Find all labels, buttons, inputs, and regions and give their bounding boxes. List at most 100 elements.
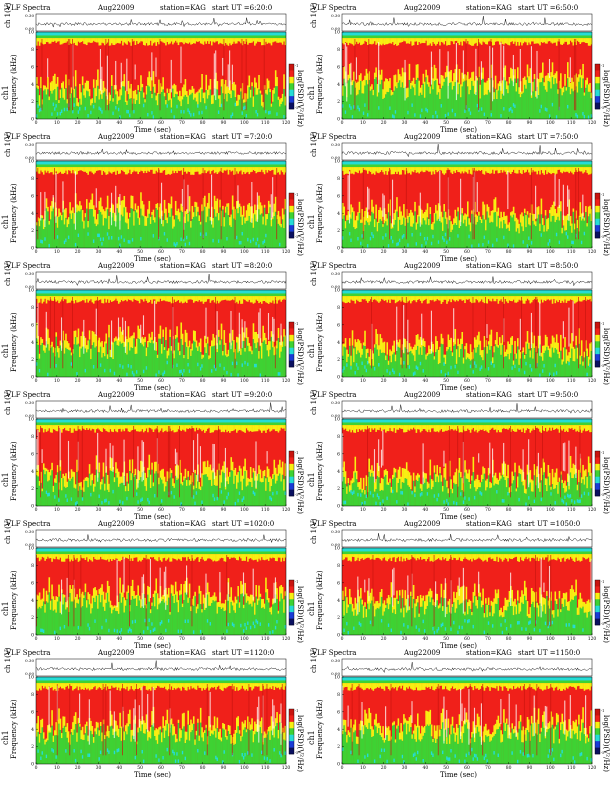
cell-low-green [260, 482, 262, 506]
x-tick-label: 70 [179, 507, 185, 513]
cell-low-yellow [352, 330, 354, 345]
colorbar-tick-label: -5 [601, 364, 604, 368]
cell-low-cyan [189, 369, 191, 372]
cell-upper-yellow [151, 167, 153, 170]
cell-upper-yellow [218, 38, 220, 44]
cell-upper-yellow [178, 38, 180, 45]
cell-low-green [125, 102, 127, 119]
cell-low-yellow [211, 95, 213, 104]
cell-white-streak [396, 307, 397, 351]
cell-upper-yellow [475, 167, 477, 170]
colorbar-segment [289, 193, 294, 200]
cell-low-yellow [445, 212, 447, 219]
cell-low-yellow [96, 80, 98, 96]
cell-upper-yellow [563, 38, 565, 44]
cell-low-cyan [240, 241, 242, 244]
cell-white-streak [500, 42, 501, 90]
cell-low-green [85, 349, 87, 377]
cell-low-green [493, 212, 495, 248]
cell-low-green [439, 99, 441, 119]
cell-upper-yellow [178, 167, 180, 171]
cell-upper-yellow [570, 38, 572, 41]
cell-low-green [396, 211, 398, 248]
colorbar-segment [595, 322, 600, 329]
cell-low-green [65, 348, 67, 377]
cell-low-yellow [495, 340, 497, 344]
cell-low-yellow [389, 78, 391, 88]
cell-low-green [432, 352, 434, 377]
cell-low-yellow [82, 210, 84, 221]
cell-upper-yellow [361, 296, 363, 299]
cell-low-cyan [367, 244, 369, 247]
colorbar-segment [289, 64, 294, 71]
cell-low-green [83, 229, 85, 248]
cell-low-green [525, 354, 527, 377]
cell-upper-yellow [221, 38, 223, 44]
cell-low-green [449, 220, 451, 248]
cell-upper-yellow [108, 296, 110, 303]
cell-low-yellow [121, 332, 123, 344]
cell-upper-yellow [353, 425, 355, 432]
cell-low-yellow [160, 203, 162, 218]
cell-low-green [51, 470, 53, 506]
cell-low-yellow [283, 214, 285, 228]
cell-low-green [268, 356, 270, 377]
cell-low-cyan [107, 232, 109, 235]
cell-low-green [79, 486, 81, 506]
cell-upper-yellow [450, 167, 452, 173]
cell-low-yellow [250, 206, 252, 222]
cell-low-green [149, 214, 151, 248]
cell-upper-yellow [403, 296, 405, 302]
cell-low-yellow [357, 339, 359, 350]
cell-upper-yellow [357, 38, 359, 44]
cell-upper-yellow [129, 296, 131, 300]
cell-low-green [349, 492, 351, 506]
band-top-cyan [36, 419, 286, 422]
cell-upper-yellow [187, 167, 189, 171]
cell-upper-yellow [348, 167, 350, 174]
cell-low-cyan [555, 364, 557, 367]
cell-low-green [517, 228, 519, 248]
cell-low-green [436, 349, 438, 377]
cell-upper-yellow [410, 167, 412, 174]
cell-white-streak [197, 434, 198, 482]
cell-low-cyan [363, 111, 365, 114]
cell-low-green [137, 338, 139, 377]
cell-low-green [459, 357, 461, 377]
cell-low-green [514, 79, 516, 119]
cell-low-green [182, 99, 184, 119]
cell-low-yellow [552, 62, 554, 77]
cell-low-yellow [496, 90, 498, 99]
cell-low-yellow [93, 332, 95, 342]
cell-low-yellow [539, 73, 541, 82]
cell-upper-yellow [474, 38, 476, 44]
cell-low-cyan [484, 236, 486, 239]
cell-low-yellow [190, 475, 192, 484]
cell-low-yellow [430, 86, 432, 93]
cell-low-green [449, 347, 451, 377]
cell-low-cyan [226, 371, 228, 374]
cell-low-cyan [217, 497, 219, 500]
cell-low-yellow [475, 214, 477, 224]
cell-low-yellow [352, 207, 354, 212]
cell-upper-yellow [255, 296, 257, 300]
y-tick-label: 4 [31, 211, 34, 217]
cell-low-green [79, 357, 81, 377]
cell-low-green [261, 213, 263, 248]
cell-low-yellow [246, 328, 248, 339]
cell-upper-yellow [151, 38, 153, 45]
cell-low-green [254, 88, 256, 119]
cell-upper-yellow [272, 38, 274, 42]
cell-low-cyan [110, 369, 112, 372]
cell-upper-yellow [477, 296, 479, 300]
cell-low-yellow [78, 102, 80, 106]
cell-low-yellow [196, 340, 198, 347]
cell-upper-yellow [353, 38, 355, 46]
cell-low-yellow [482, 68, 484, 79]
cell-low-yellow [146, 478, 148, 491]
cell-upper-yellow [474, 296, 476, 303]
cell-low-yellow [553, 202, 555, 216]
cell-low-yellow [377, 334, 379, 350]
cell-upper-yellow [534, 38, 536, 44]
cell-upper-yellow [435, 167, 437, 170]
